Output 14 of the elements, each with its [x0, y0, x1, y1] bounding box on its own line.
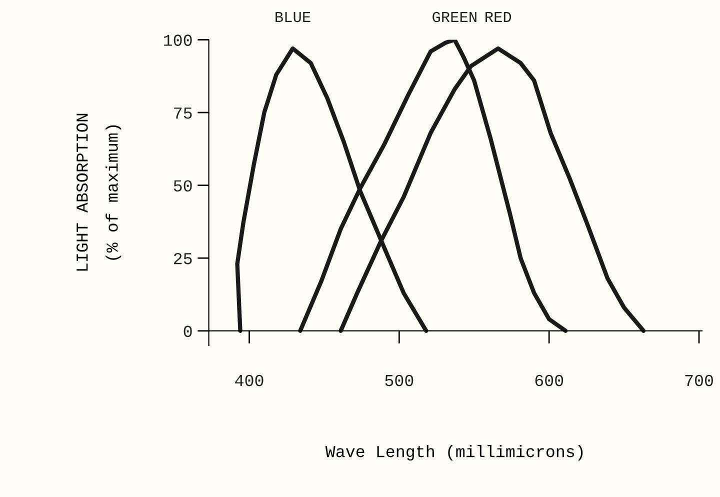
series-label: GREEN: [432, 12, 476, 22]
y-tick-label: 100: [164, 34, 192, 46]
y-tick-label: 75: [174, 108, 192, 119]
series-label: RED: [486, 12, 512, 22]
y-axis-title: LIGHT ABSORPTION (% of maximum): [76, 114, 122, 271]
x-axis-title: Wave Length (millimicrons): [325, 445, 583, 461]
x-tick-label: 500: [385, 374, 414, 386]
y-tick-label: 50: [174, 180, 192, 192]
y-tick-label: 25: [174, 252, 192, 264]
x-tick-label: 400: [235, 374, 264, 386]
x-tick-label: 700: [685, 374, 713, 386]
y-tick-label: 0: [184, 326, 192, 338]
x-tick-label: 600: [535, 374, 564, 386]
text: BLUE: [276, 12, 310, 22]
